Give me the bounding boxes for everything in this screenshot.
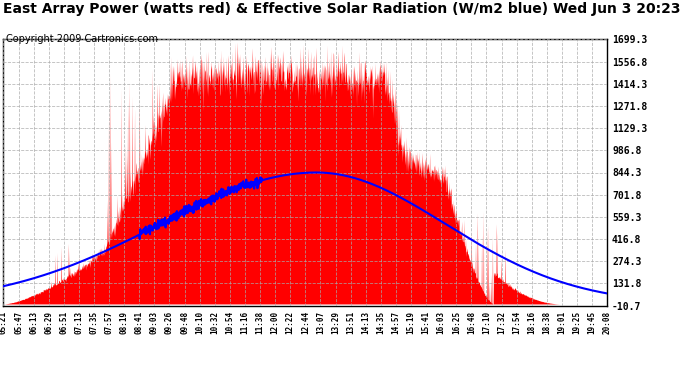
- Text: East Array Power (watts red) & Effective Solar Radiation (W/m2 blue) Wed Jun 3 2: East Array Power (watts red) & Effective…: [3, 2, 681, 16]
- Text: Copyright 2009 Cartronics.com: Copyright 2009 Cartronics.com: [6, 34, 157, 44]
